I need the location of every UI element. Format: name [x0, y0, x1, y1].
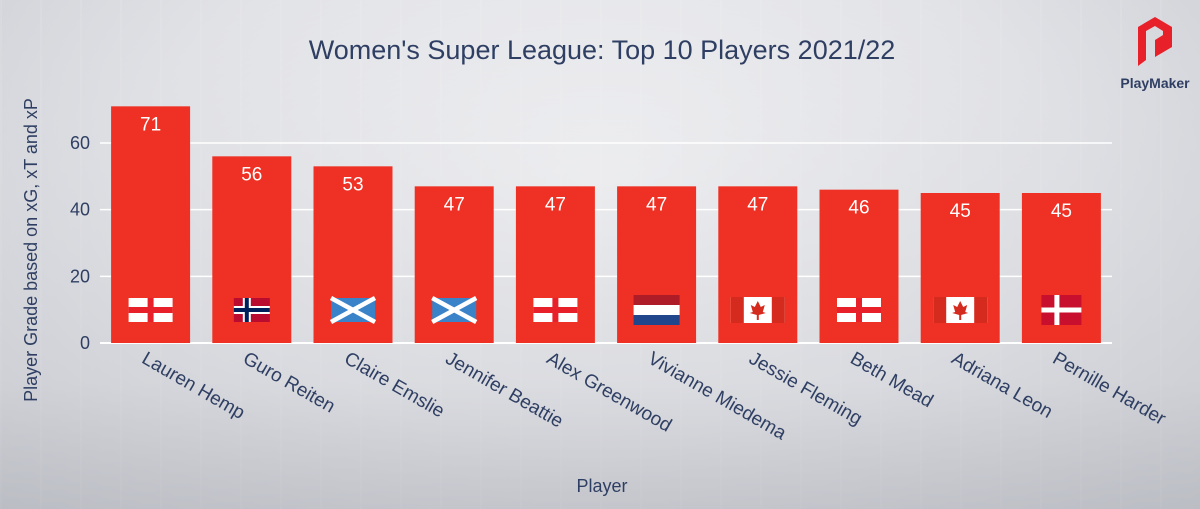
y-tick-label: 20	[70, 266, 90, 286]
value-label: 47	[747, 194, 768, 215]
playmaker-logo-icon	[1138, 17, 1172, 66]
y-axis-label: Player Grade based on xG, xT and xP	[21, 98, 41, 402]
category-label: Lauren Hemp	[138, 348, 248, 424]
england-flag-icon	[837, 298, 881, 322]
category-label: Pernille Harder	[1049, 348, 1170, 430]
scotland-flag-icon	[431, 296, 478, 324]
value-label: 47	[444, 194, 465, 215]
brand-name: PlayMaker	[1120, 75, 1190, 91]
value-label: 45	[1051, 201, 1072, 222]
value-label: 53	[342, 174, 363, 195]
norway-flag-icon	[233, 298, 270, 322]
category-label: Beth Mead	[847, 348, 937, 412]
chart-title: Women's Super League: Top 10 Players 202…	[309, 35, 896, 65]
category-label: Claire Emslie	[341, 348, 448, 422]
bars	[111, 106, 1101, 343]
flags	[128, 295, 1082, 325]
value-label: 47	[646, 194, 667, 215]
scotland-flag-icon	[329, 296, 377, 324]
england-flag-icon	[533, 298, 578, 322]
category-label: Adriana Leon	[948, 348, 1056, 423]
y-tick-label: 0	[80, 333, 90, 353]
netherlands-flag-icon	[633, 295, 680, 325]
value-label: 45	[950, 201, 971, 222]
canada-flag-icon	[933, 297, 988, 323]
value-label: 71	[140, 114, 161, 135]
denmark-flag-icon	[1041, 295, 1082, 325]
canada-flag-icon	[730, 297, 785, 323]
x-axis-label: Player	[576, 476, 627, 496]
y-tick-label: 40	[70, 200, 90, 220]
category-label: Guro Reiten	[239, 348, 338, 417]
y-axis-ticks: 0 20 40 60	[70, 133, 90, 353]
england-flag-icon	[128, 298, 173, 322]
value-label: 56	[241, 164, 262, 185]
value-label: 47	[545, 194, 566, 215]
y-tick-label: 60	[70, 133, 90, 153]
value-label: 46	[848, 198, 869, 219]
value-labels: 71 56 53 47 47 47 47 46 45 45	[140, 114, 1072, 222]
